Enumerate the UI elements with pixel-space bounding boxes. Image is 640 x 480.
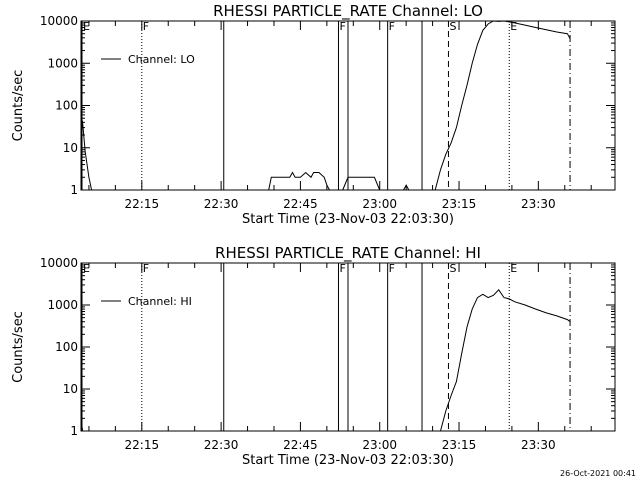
y-tick-label: 1000 bbox=[47, 298, 78, 312]
x-tick-label: 22:15 bbox=[125, 438, 160, 452]
x-tick-label: 22:30 bbox=[204, 438, 239, 452]
series-line bbox=[440, 289, 571, 432]
chart-title: RHESSI PARTICLE_RATE Channel: HI bbox=[215, 244, 481, 263]
event-marker-label: E bbox=[510, 262, 517, 275]
x-axis-label: Start Time (23-Nov-03 22:03:30) bbox=[242, 453, 454, 468]
x-tick-label: 23:00 bbox=[362, 197, 397, 211]
event-marker-label: F bbox=[339, 262, 345, 275]
y-tick-label: 100 bbox=[55, 340, 78, 354]
event-marker-label: E bbox=[83, 262, 90, 275]
event-marker-label: F bbox=[389, 262, 395, 275]
y-tick-label: 10 bbox=[63, 141, 78, 155]
series-line bbox=[434, 20, 571, 191]
y-tick-label: 1000 bbox=[47, 56, 78, 70]
y-axis-label: Counts/sec bbox=[11, 70, 26, 142]
event-marker-label: E bbox=[83, 20, 90, 33]
x-tick-label: 23:15 bbox=[442, 438, 477, 452]
x-tick-label: 23:30 bbox=[521, 197, 556, 211]
event-marker-label: F bbox=[143, 20, 149, 33]
y-tick-label: 10 bbox=[63, 382, 78, 396]
chart-panel-1: RHESSI PARTICLE_RATE Channel: LO 1 10 100 10… bbox=[11, 2, 616, 227]
x-tick-label: 22:45 bbox=[283, 438, 318, 452]
event-marker-label: F bbox=[389, 20, 395, 33]
y-tick-label: 1 bbox=[70, 183, 78, 197]
chart-panel-2: RHESSI PARTICLE_RATE Channel: HI 1 10 100 10… bbox=[11, 244, 616, 468]
y-tick-label: 10000 bbox=[40, 256, 78, 270]
event-marker-label: S bbox=[449, 20, 456, 33]
x-tick-label: 22:45 bbox=[283, 197, 318, 211]
x-axis-label: Start Time (23-Nov-03 22:03:30) bbox=[242, 212, 454, 227]
y-tick-label: 1 bbox=[70, 424, 78, 438]
event-marker-label: F bbox=[339, 20, 345, 33]
y-axis-label: Counts/sec bbox=[11, 311, 26, 383]
series-line bbox=[403, 184, 410, 191]
chart-title: RHESSI PARTICLE_RATE Channel: LO bbox=[213, 2, 483, 21]
event-marker-label: F bbox=[143, 262, 149, 275]
series-line bbox=[342, 176, 381, 191]
x-tick-label: 22:15 bbox=[125, 197, 160, 211]
x-tick-label: 23:00 bbox=[362, 438, 397, 452]
x-tick-label: 22:30 bbox=[204, 197, 239, 211]
series-line bbox=[80, 114, 93, 191]
event-marker-label: S bbox=[449, 262, 456, 275]
y-tick-label: 10000 bbox=[40, 14, 78, 28]
legend-label: Channel: HI bbox=[128, 295, 192, 308]
event-marker-label: E bbox=[510, 20, 517, 33]
series-line bbox=[80, 418, 84, 432]
x-tick-label: 23:15 bbox=[442, 197, 477, 211]
timestamp: 26-Oct-2021 00:41 bbox=[560, 469, 636, 478]
y-tick-label: 100 bbox=[55, 99, 78, 113]
series-line bbox=[268, 171, 341, 191]
x-tick-label: 23:30 bbox=[521, 438, 556, 452]
legend-label: Channel: LO bbox=[128, 53, 195, 66]
